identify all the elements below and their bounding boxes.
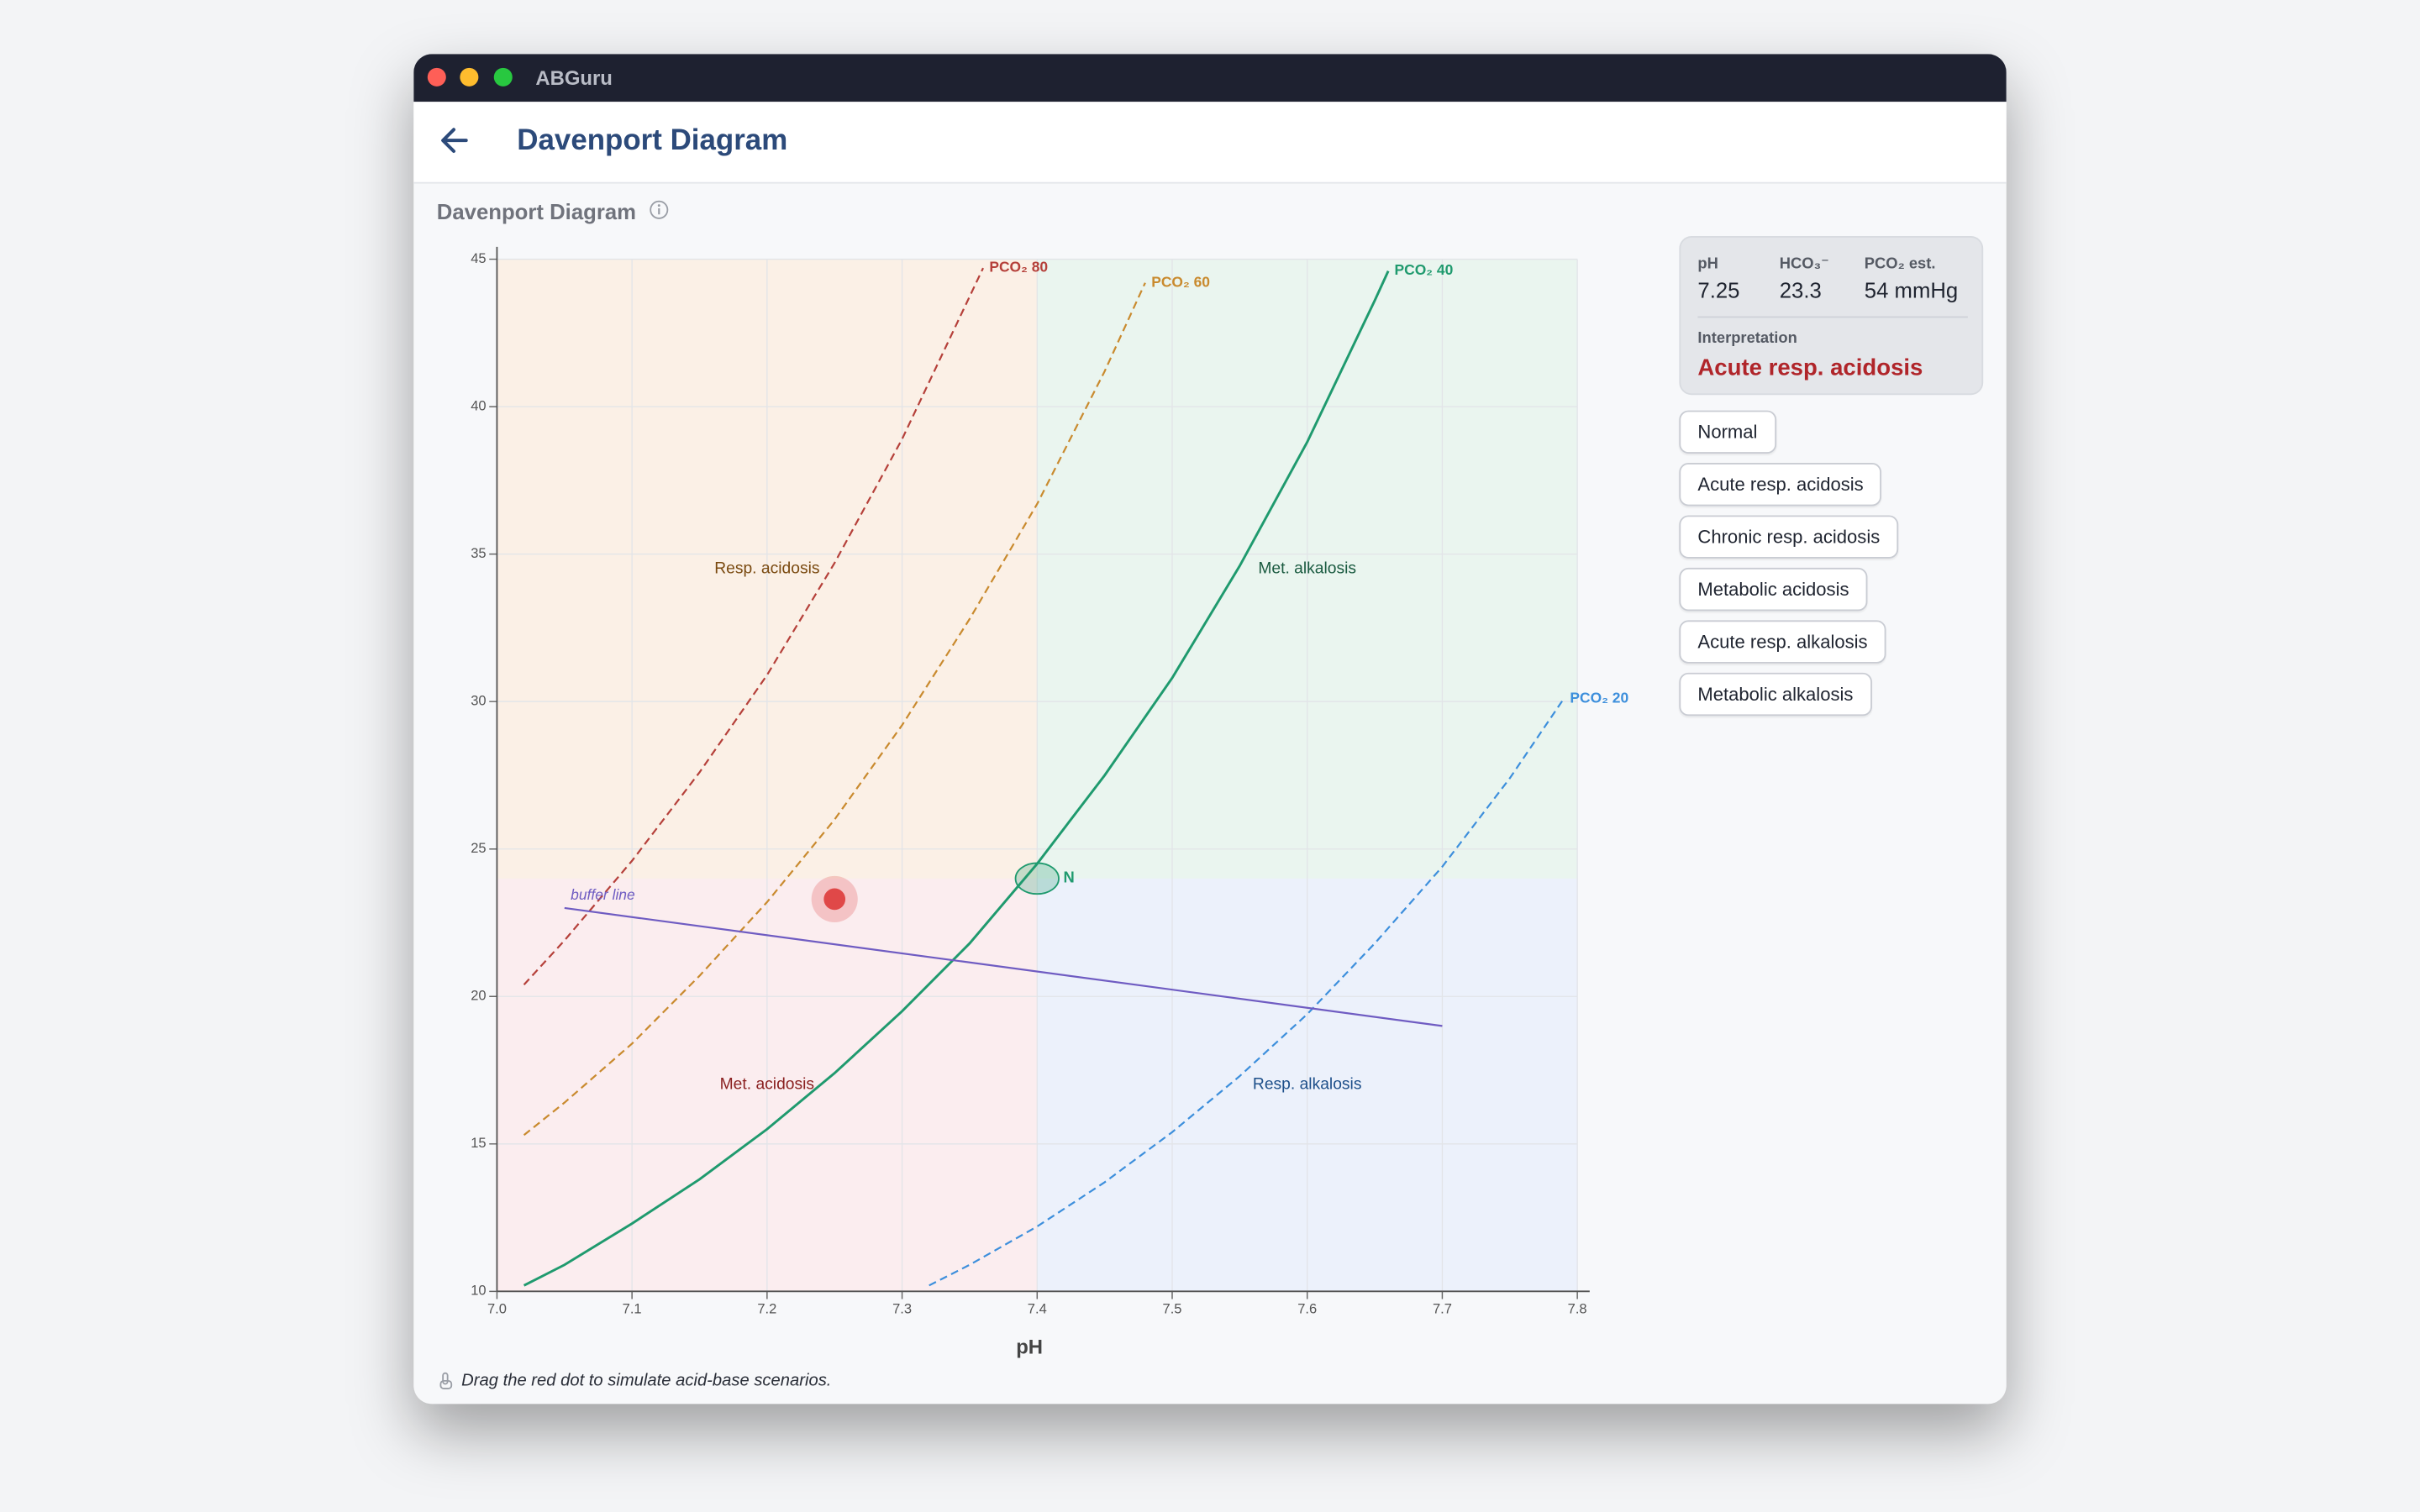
normal-zone (1014, 862, 1060, 895)
isobar-line (523, 267, 984, 985)
y-tick-label: 35 (471, 545, 486, 561)
region-label: Met. alkalosis (1258, 559, 1356, 577)
interpretation-value: Acute resp. acidosis (1697, 354, 1923, 381)
isobar-label: PCO₂ 60 (1151, 273, 1210, 290)
isobar-line (523, 282, 1146, 1137)
x-tick-label: 7.5 (1163, 1301, 1182, 1317)
region-label: Resp. acidosis (714, 559, 819, 577)
buffer-line (564, 906, 1443, 1027)
window-title: ABGuru (535, 66, 613, 90)
isobar-line (929, 698, 1565, 1287)
y-tick-label: 45 (471, 250, 486, 266)
result-panel: Interpretation Acute resp. acidosis pH 7.… (1679, 236, 1984, 396)
y-tick-label: 30 (471, 693, 486, 709)
scenario-button[interactable]: Acute resp. acidosis (1679, 463, 1882, 507)
field-label: pH (1697, 255, 1718, 274)
page-title: Davenport Diagram (517, 124, 788, 158)
x-tick-label: 7.0 (487, 1301, 507, 1317)
y-tick-label: 15 (471, 1135, 486, 1151)
x-tick-label: 7.4 (1028, 1301, 1047, 1317)
info-icon[interactable] (648, 199, 670, 221)
isobar-label: PCO₂ 20 (1570, 689, 1628, 706)
normal-label: N (1064, 869, 1075, 886)
region-label: Met. acidosis (720, 1076, 814, 1094)
isobar-label: PCO₂ 80 (989, 259, 1048, 276)
title-bar: ABGuru (413, 54, 2007, 102)
x-tick-label: 7.3 (892, 1301, 912, 1317)
header: Davenport Diagram (413, 102, 2007, 184)
buffer-line-label: buffer line (571, 886, 635, 903)
scenario-buttons: Normal Acute resp. acidosis Chronic resp. … (1679, 410, 1899, 726)
field-label: PCO₂ est. (1864, 255, 1936, 274)
x-tick-label: 7.7 (1433, 1301, 1452, 1317)
x-tick-label: 7.2 (757, 1301, 776, 1317)
davenport-chart: 7.0 7.1 7.2 7.3 7.4 7.5 7.6 7.7 7.8 10 15 20 25 30 35 4… (471, 246, 1628, 1359)
interpretation-label: Interpretation (1697, 330, 1797, 348)
region-label: Resp. alkalosis (1253, 1076, 1362, 1094)
y-tick-label: 25 (471, 840, 486, 856)
minimize-button[interactable] (460, 67, 479, 87)
y-tick-label: 20 (471, 988, 486, 1004)
x-tick-label: 7.1 (623, 1301, 642, 1317)
field-label: HCO₃⁻ (1779, 255, 1829, 274)
scenario-button[interactable]: Acute resp. alkalosis (1679, 620, 1886, 664)
y-tick-label: 10 (471, 1283, 486, 1299)
x-tick-label: 7.6 (1297, 1301, 1317, 1317)
field-value: 23.3 (1779, 277, 1822, 303)
x-tick-label: 7.8 (1568, 1301, 1587, 1317)
scenario-button[interactable]: Chronic resp. acidosis (1679, 515, 1899, 559)
zoom-button[interactable] (493, 67, 513, 87)
app-window: ABGuru Davenport Diagram Davenport Diagr… (413, 54, 2007, 1404)
close-button[interactable] (427, 67, 446, 87)
scenario-button[interactable]: Normal (1679, 410, 1776, 454)
isobar-line (523, 270, 1390, 1287)
draggable-dot[interactable] (823, 888, 846, 911)
scenario-button[interactable]: Metabolic acidosis (1679, 567, 1868, 612)
x-axis-label: pH (1016, 1336, 1043, 1359)
back-button[interactable] (439, 123, 472, 157)
field-value: 7.25 (1697, 277, 1740, 303)
divider (1697, 316, 1968, 318)
footer-hint: Drag the red dot to simulate acid-base s… (461, 1371, 832, 1390)
hand-icon (439, 1372, 453, 1389)
scenario-button[interactable]: Metabolic alkalosis (1679, 672, 1872, 717)
isobar-label: PCO₂ 40 (1394, 261, 1453, 278)
section-title: Davenport Diagram (436, 198, 637, 224)
field-value: 54 mmHg (1864, 277, 1959, 303)
y-tick-label: 40 (471, 397, 486, 413)
